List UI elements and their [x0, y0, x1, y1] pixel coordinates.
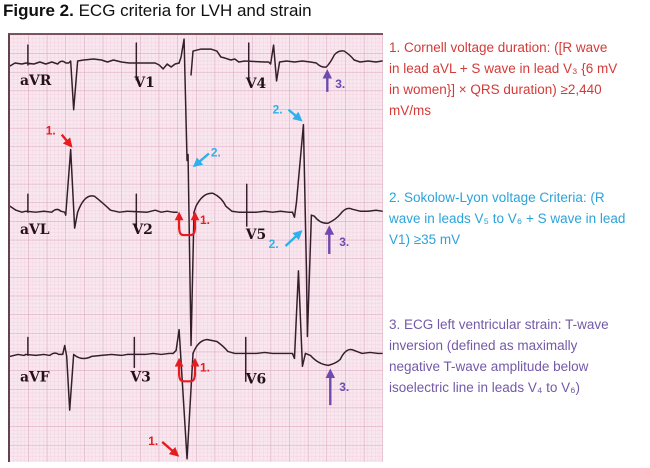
- criterion-sokolow-lyon: 2. Sokolow-Lyon voltage Criteria: (R wav…: [389, 187, 625, 250]
- blue-arrow-v1-s-wave: [192, 152, 210, 168]
- blue-arrow-v5-s-wave: [284, 230, 303, 247]
- red-bracket-v2-qrs: 1.: [174, 211, 210, 237]
- marker-1-avl: 1.: [46, 124, 56, 138]
- ecg-lead-labels: aVR V1 V4 aVL V2 V5 aVF V3 V6: [20, 73, 267, 387]
- red-bracket-v3-qrs: 1.: [174, 357, 210, 383]
- figure-caption: ECG criteria for LVH and strain: [73, 1, 312, 20]
- ecg-trace-row1: [10, 42, 383, 111]
- lead-label-v2: V2: [131, 222, 152, 238]
- ecg-image: aVR V1 V4 aVL V2 V5 aVF V3 V6 1. 2.: [8, 33, 383, 462]
- marker-1-v3-bottom: 1.: [148, 434, 158, 448]
- lead-label-avf: aVF: [20, 369, 50, 385]
- criterion-line: negative T-wave amplitude below: [389, 359, 589, 374]
- ecg-svg: aVR V1 V4 aVL V2 V5 aVF V3 V6 1. 2.: [10, 35, 383, 462]
- ecg-trace-v5-tall: [291, 123, 313, 338]
- criterion-cornell-voltage: 1. Cornell voltage duration: ([R wave in…: [389, 37, 617, 121]
- criterion-line: wave in leads V₅ to V₆ + S wave in lead: [389, 211, 626, 226]
- criterion-line: 3. ECG left ventricular strain: T-wave: [389, 317, 609, 332]
- criterion-line: in lead aVL + S wave in lead V₃ {6 mV: [389, 61, 618, 76]
- criterion-line: 2. Sokolow-Lyon voltage Criteria: (R: [389, 190, 605, 205]
- criterion-line: mV/ms: [389, 103, 431, 118]
- ecg-trace-v3-deep: [172, 328, 194, 460]
- red-arrow-v3-s-wave: [161, 441, 180, 457]
- criteria-panel: 1. Cornell voltage duration: ([R wave in…: [389, 0, 650, 468]
- lead-label-v4: V4: [245, 76, 267, 92]
- marker-3-v4: 3.: [335, 77, 345, 91]
- figure-title: Figure 2. ECG criteria for LVH and strai…: [3, 1, 312, 21]
- criterion-line: inversion (defined as maximally: [389, 338, 578, 353]
- lead-label-v6: V6: [245, 371, 266, 387]
- marker-3-v6: 3.: [339, 380, 349, 394]
- ecg-annotations: 1. 2. 2. 3. 1. 2.: [46, 69, 349, 457]
- red-arrow-avl-r-wave: [60, 133, 73, 148]
- ecg-grid: [10, 35, 383, 462]
- marker-2-v5: 2.: [269, 237, 279, 251]
- lead-label-avr: aVR: [20, 73, 52, 89]
- marker-1-v2: 1.: [200, 213, 210, 227]
- marker-1-v3: 1.: [200, 360, 210, 374]
- criterion-line: V1) ≥35 mV: [389, 232, 461, 247]
- criterion-line: 1. Cornell voltage duration: ([R wave: [389, 40, 608, 55]
- criterion-line: isoelectric line in leads V₄ to V₆): [389, 380, 581, 395]
- lead-label-avl: aVL: [20, 222, 50, 238]
- ecg-trace-row2: [10, 148, 383, 231]
- figure-number-label: Figure 2.: [3, 1, 74, 20]
- ecg-trace-v2-deep: [178, 38, 195, 347]
- lead-label-v1: V1: [133, 75, 154, 91]
- criterion-line: in women}] × QRS duration) ≥2,440: [389, 82, 602, 97]
- criterion-lv-strain: 3. ECG left ventricular strain: T-wave i…: [389, 314, 609, 398]
- marker-2-v1: 2.: [211, 145, 221, 159]
- lead-label-v3: V3: [129, 369, 150, 385]
- blue-arrow-v5-r-peak: [287, 108, 303, 122]
- marker-3-v5: 3.: [339, 235, 349, 249]
- lead-label-v5: V5: [245, 227, 266, 243]
- ecg-trace-row3: [10, 270, 383, 411]
- marker-2-v5-top: 2.: [273, 103, 283, 117]
